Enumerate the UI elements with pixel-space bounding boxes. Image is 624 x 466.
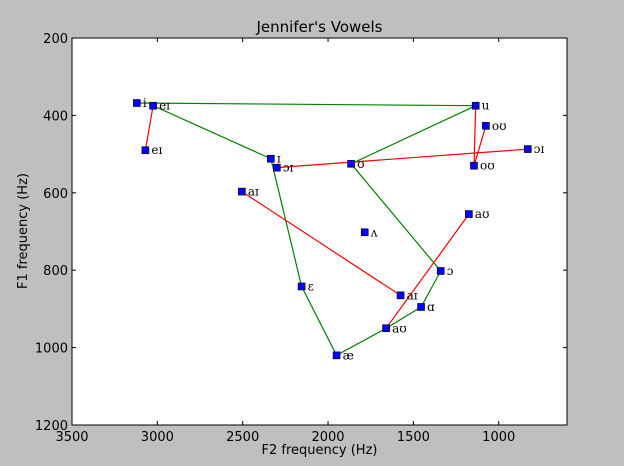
- vowel-label-9: ʊ: [357, 157, 364, 171]
- x-tick-label-0: 3500: [55, 430, 88, 445]
- y-tick-label-5: 1200: [35, 419, 68, 434]
- x-tick-label-4: 1500: [397, 430, 430, 445]
- vowel-line-5: [241, 191, 401, 296]
- vowel-label-11: aʊ: [475, 207, 490, 221]
- vowel-label-12: ʌ: [370, 225, 378, 239]
- vowel-label-18: æ: [343, 348, 354, 362]
- vowel-point-6: [470, 161, 478, 170]
- x-axis-label: F2 frequency (Hz): [262, 443, 378, 458]
- vowel-label-3: u: [482, 99, 490, 113]
- vowel-label-10: aɪ: [248, 185, 259, 199]
- vowel-point-3: [471, 101, 480, 110]
- chart-title: Jennifer's Vowels: [256, 18, 383, 36]
- vowel-label-17: aʊ: [392, 321, 407, 335]
- vowel-label-6: oʊ: [480, 159, 495, 173]
- y-tick-label-2: 600: [43, 187, 68, 202]
- vowel-point-10: [238, 187, 246, 196]
- x-tick-label-3: 2000: [311, 430, 344, 445]
- vowel-point-5: [523, 145, 532, 153]
- vowel-line-6: [385, 213, 470, 329]
- vowel-label-8: ɔɪ: [283, 161, 294, 175]
- vowel-point-0: [133, 99, 141, 107]
- vowel-label-5: ɔɪ: [534, 142, 545, 156]
- vowel-label-13: ɔ: [447, 264, 454, 278]
- vowel-point-14: [297, 282, 306, 291]
- x-tick-label-1: 3000: [141, 430, 174, 445]
- y-tick-label-4: 1000: [35, 342, 68, 357]
- y-tick-label-3: 800: [43, 264, 68, 279]
- vowel-label-1: eɪ: [159, 99, 170, 113]
- y-tick-label-0: 200: [43, 32, 68, 47]
- vowel-line-4: [276, 148, 528, 169]
- vowel-label-14: ɛ: [308, 279, 314, 293]
- vowel-point-1: [149, 101, 157, 110]
- vowel-point-9: [347, 159, 355, 168]
- vowel-label-0: i: [143, 96, 147, 110]
- vowel-label-16: ɑ: [427, 300, 435, 314]
- vowel-line-0: [136, 102, 476, 107]
- axis-ticks: 3500 3000 2500 2000 1500 1000 200 400 600 800 1000…: [35, 32, 567, 445]
- vowel-point-15: [396, 291, 405, 300]
- vowel-point-13: [436, 267, 445, 275]
- vowel-point-11: [465, 210, 473, 218]
- y-axis-label: F1 frequency (Hz): [16, 173, 31, 289]
- vowel-label-2: eɪ: [151, 143, 162, 157]
- vowel-point-18: [332, 351, 341, 360]
- x-tick-label-2: 2500: [226, 430, 259, 445]
- y-tick-label-1: 400: [43, 109, 68, 124]
- vowel-point-17: [382, 324, 390, 333]
- vowel-point-12: [360, 228, 369, 237]
- vowel-point-7: [267, 154, 275, 163]
- vowel-line-2: [144, 105, 154, 151]
- vowel-label-15: aɪ: [407, 288, 418, 302]
- vowel-point-8: [273, 163, 281, 172]
- vowel-point-4: [482, 122, 490, 130]
- vowel-points: [133, 99, 532, 360]
- vowel-point-16: [417, 303, 425, 311]
- vowel-label-4: oʊ: [492, 119, 507, 133]
- vowel-label-7: ɪ: [277, 152, 281, 166]
- x-tick-label-5: 1000: [482, 430, 515, 445]
- vowel-lines: [136, 102, 528, 357]
- vowel-point-2: [141, 146, 150, 155]
